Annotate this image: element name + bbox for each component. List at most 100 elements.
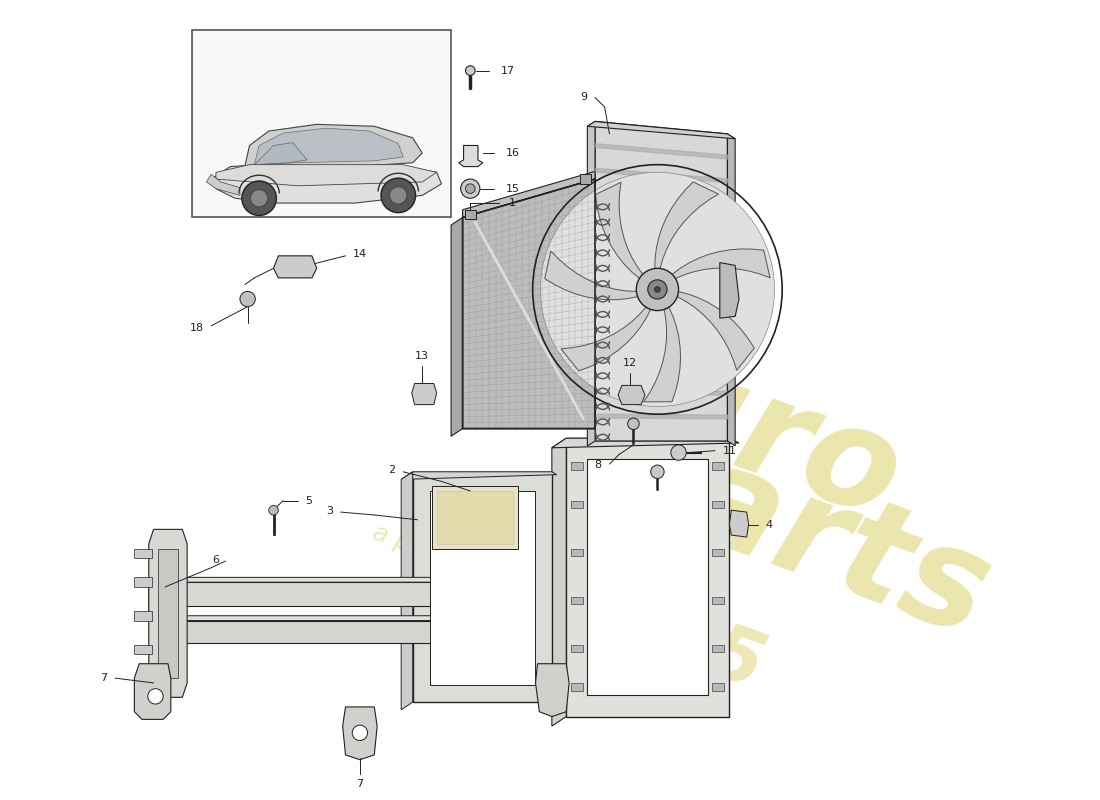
- Polygon shape: [148, 578, 154, 611]
- Polygon shape: [595, 122, 727, 441]
- Polygon shape: [437, 491, 514, 544]
- Circle shape: [648, 280, 667, 299]
- Text: 7: 7: [100, 673, 108, 683]
- Text: parts: parts: [575, 396, 1008, 663]
- Polygon shape: [191, 30, 451, 218]
- Circle shape: [465, 66, 475, 75]
- Polygon shape: [719, 262, 739, 318]
- Polygon shape: [644, 307, 681, 402]
- Polygon shape: [154, 582, 480, 606]
- Polygon shape: [566, 438, 729, 717]
- Bar: [712, 645, 724, 652]
- Polygon shape: [211, 162, 441, 203]
- Polygon shape: [654, 182, 718, 269]
- Polygon shape: [536, 664, 569, 717]
- Polygon shape: [463, 179, 595, 429]
- Bar: [134, 645, 152, 654]
- Polygon shape: [451, 218, 463, 436]
- Text: 16: 16: [506, 148, 520, 158]
- Polygon shape: [618, 386, 645, 405]
- Polygon shape: [254, 142, 307, 165]
- Circle shape: [628, 418, 639, 430]
- Polygon shape: [207, 174, 240, 195]
- Circle shape: [352, 725, 367, 741]
- Polygon shape: [148, 530, 187, 698]
- Text: 17: 17: [500, 66, 515, 76]
- Text: 11: 11: [723, 446, 737, 456]
- Text: a passion for porsche: a passion for porsche: [368, 520, 629, 634]
- Polygon shape: [463, 171, 595, 218]
- Polygon shape: [430, 491, 535, 685]
- Polygon shape: [672, 249, 770, 278]
- Polygon shape: [587, 122, 595, 446]
- Bar: [464, 210, 476, 219]
- Circle shape: [671, 445, 686, 460]
- Polygon shape: [552, 438, 739, 448]
- Polygon shape: [244, 124, 422, 166]
- Bar: [134, 578, 152, 587]
- Bar: [712, 597, 724, 604]
- Text: 13: 13: [416, 351, 429, 362]
- Bar: [571, 549, 583, 556]
- Circle shape: [147, 689, 163, 704]
- Circle shape: [268, 506, 278, 515]
- Polygon shape: [148, 616, 485, 621]
- Text: 18: 18: [189, 323, 204, 333]
- Polygon shape: [134, 664, 170, 719]
- Text: euro: euro: [538, 299, 920, 548]
- Text: 5: 5: [305, 495, 312, 506]
- Polygon shape: [412, 472, 552, 702]
- Polygon shape: [402, 472, 412, 710]
- Polygon shape: [595, 182, 642, 278]
- Bar: [571, 462, 583, 470]
- Text: 1985: 1985: [550, 564, 774, 706]
- Polygon shape: [587, 459, 708, 695]
- Polygon shape: [148, 578, 485, 582]
- Polygon shape: [459, 146, 483, 166]
- Polygon shape: [727, 134, 735, 446]
- Polygon shape: [274, 256, 317, 278]
- Circle shape: [654, 286, 660, 292]
- Text: 1: 1: [508, 198, 516, 208]
- Text: 7: 7: [356, 779, 363, 789]
- Polygon shape: [411, 383, 437, 405]
- Bar: [712, 683, 724, 690]
- Polygon shape: [254, 128, 403, 165]
- Bar: [134, 611, 152, 621]
- Circle shape: [240, 291, 255, 306]
- Text: 3: 3: [326, 506, 333, 516]
- Bar: [571, 645, 583, 652]
- Polygon shape: [561, 307, 651, 371]
- Text: 9: 9: [580, 91, 587, 102]
- Circle shape: [636, 268, 679, 310]
- Circle shape: [651, 465, 664, 478]
- Text: 6: 6: [212, 555, 219, 565]
- Polygon shape: [432, 486, 518, 549]
- Text: 14: 14: [353, 249, 367, 259]
- Polygon shape: [158, 549, 177, 678]
- Circle shape: [242, 181, 276, 215]
- Polygon shape: [544, 251, 638, 300]
- Polygon shape: [729, 510, 749, 537]
- Circle shape: [381, 178, 416, 213]
- Circle shape: [540, 172, 774, 406]
- Text: 8: 8: [595, 460, 602, 470]
- Bar: [134, 549, 152, 558]
- Polygon shape: [678, 291, 755, 370]
- Text: 4: 4: [766, 519, 773, 530]
- Bar: [571, 597, 583, 604]
- Polygon shape: [154, 621, 480, 642]
- Circle shape: [461, 179, 480, 198]
- Bar: [571, 501, 583, 508]
- Bar: [712, 549, 724, 556]
- Bar: [580, 174, 591, 184]
- Circle shape: [389, 186, 407, 204]
- Bar: [712, 501, 724, 508]
- Polygon shape: [552, 438, 567, 726]
- Polygon shape: [216, 165, 437, 186]
- Text: 12: 12: [623, 358, 637, 368]
- Bar: [712, 462, 724, 470]
- Polygon shape: [342, 707, 377, 760]
- Text: 15: 15: [506, 184, 520, 194]
- Polygon shape: [587, 122, 735, 138]
